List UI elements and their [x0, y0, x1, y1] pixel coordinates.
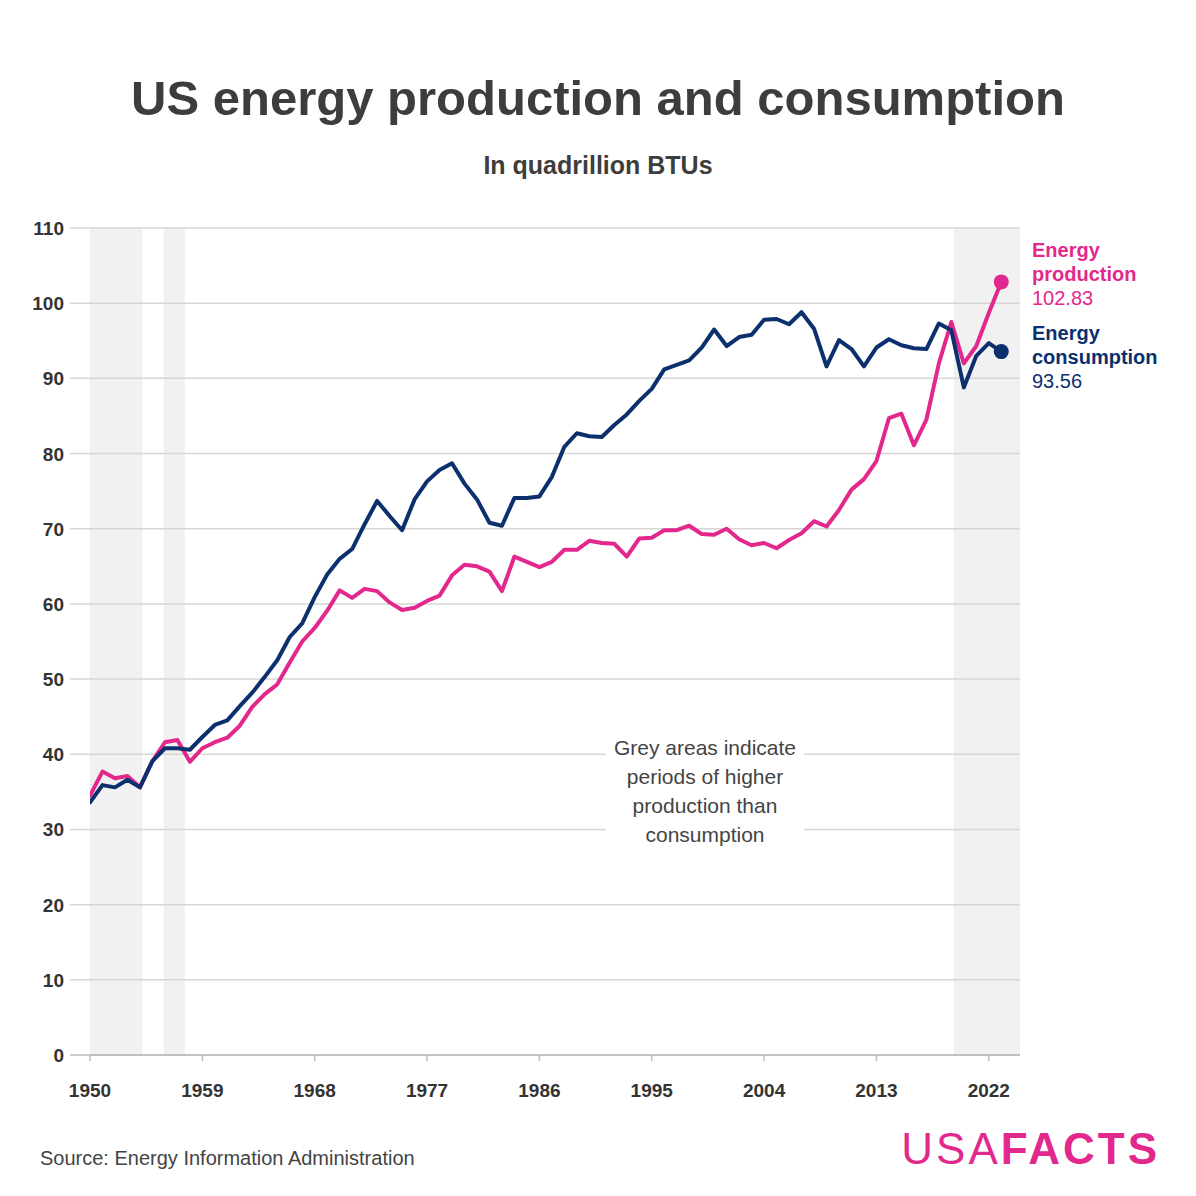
y-tick-label: 0 — [53, 1045, 64, 1066]
y-tick-label: 60 — [43, 594, 64, 615]
grid-line — [70, 1054, 1020, 1056]
grid-line — [70, 829, 1020, 831]
annotation-background — [606, 732, 804, 850]
grid-line — [70, 754, 1020, 756]
y-tick-label: 40 — [43, 744, 64, 765]
series-last-value: 102.83 — [1032, 287, 1093, 309]
grid-line — [70, 904, 1020, 906]
logo-light: USA — [901, 1124, 1000, 1173]
end-markers — [994, 274, 1009, 359]
y-tick-label: 70 — [43, 519, 64, 540]
logo: USAFACTS — [901, 1124, 1160, 1173]
series-label: Energyproduction — [1032, 239, 1136, 285]
grid-line — [70, 227, 1020, 229]
series-label: Energyconsumption — [1032, 322, 1158, 368]
end-marker — [994, 274, 1009, 289]
y-tick-label: 10 — [43, 970, 64, 991]
x-tick — [988, 1055, 990, 1061]
chart: US energy production and consumption In q… — [0, 0, 1196, 1196]
series-label-line: consumption — [1032, 346, 1158, 368]
title: US energy production and consumption — [131, 71, 1065, 125]
series-label-line: Energy — [1032, 322, 1101, 344]
x-tick-label: 2004 — [743, 1080, 786, 1101]
y-grid — [70, 228, 1020, 1055]
shaded-period — [954, 228, 1020, 1055]
x-tick — [314, 1055, 316, 1061]
series-last-value: 93.56 — [1032, 370, 1082, 392]
x-tick-label: 1968 — [294, 1080, 336, 1101]
y-tick-label: 80 — [43, 444, 64, 465]
grid-line — [70, 678, 1020, 680]
annotation-line: consumption — [645, 823, 764, 846]
shaded-period — [164, 228, 185, 1055]
x-tick-label: 1977 — [406, 1080, 448, 1101]
x-tick — [539, 1055, 541, 1061]
x-tick-label: 1995 — [631, 1080, 674, 1101]
x-tick-label: 1986 — [518, 1080, 560, 1101]
end-marker — [994, 344, 1009, 359]
series-label-line: Energy — [1032, 239, 1101, 261]
series-line — [90, 312, 1001, 802]
annotation-line: periods of higher — [627, 765, 783, 788]
y-tick-label: 50 — [43, 669, 64, 690]
subtitle: In quadrillion BTUs — [483, 151, 712, 179]
series-label-line: production — [1032, 263, 1136, 285]
x-tick-label: 2013 — [855, 1080, 897, 1101]
shaded-periods — [90, 228, 1020, 1055]
x-tick — [651, 1055, 653, 1061]
source: Source: Energy Information Administratio… — [40, 1147, 415, 1169]
x-tick-label: 1959 — [181, 1080, 223, 1101]
x-tick-label: 1950 — [69, 1080, 111, 1101]
x-tick-label: 2022 — [968, 1080, 1010, 1101]
annotation: Grey areas indicate periods of higher prod… — [606, 732, 804, 850]
grid-line — [70, 603, 1020, 605]
shaded-period — [90, 228, 142, 1055]
annotation-line: Grey areas indicate — [614, 736, 796, 759]
grid-line — [70, 528, 1020, 530]
logo-bold: FACTS — [1001, 1124, 1160, 1173]
grid-line — [70, 302, 1020, 304]
grid-line — [70, 979, 1020, 981]
y-tick-label: 110 — [33, 218, 64, 239]
x-tick — [89, 1055, 91, 1061]
series-lines — [90, 282, 1001, 802]
y-tick-label: 30 — [43, 819, 64, 840]
grid-line — [70, 378, 1020, 380]
x-axis-line — [90, 1054, 1020, 1056]
annotation-line: production than — [633, 794, 778, 817]
x-tick — [202, 1055, 204, 1061]
y-tick-label: 20 — [43, 895, 64, 916]
x-tick — [876, 1055, 878, 1061]
y-tick-label: 90 — [43, 368, 64, 389]
x-tick — [763, 1055, 765, 1061]
y-tick-label: 100 — [32, 293, 64, 314]
x-tick — [426, 1055, 428, 1061]
